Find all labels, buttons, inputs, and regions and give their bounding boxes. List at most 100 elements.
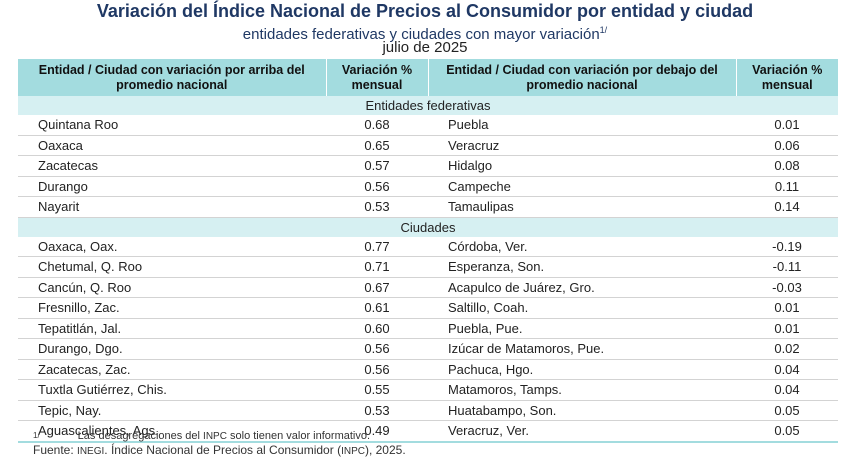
source-end: ), 2025.: [364, 443, 406, 457]
table-row: Durango, Dgo. 0.56 Izúcar de Matamoros, Pu…: [18, 338, 838, 360]
above-name-cell: Tuxtla Gutiérrez, Chis.: [18, 379, 326, 401]
above-value-cell: 0.77: [326, 236, 428, 257]
above-name-cell: Durango: [18, 176, 326, 197]
below-name-cell: Huatabampo, Son.: [428, 400, 736, 421]
above-name-cell: Oaxaca: [18, 135, 326, 156]
subtitle-text: entidades federativas y ciudades con may…: [242, 26, 600, 43]
below-name-cell: Hidalgo: [428, 155, 736, 177]
above-name-cell: Zacatecas, Zac.: [18, 359, 326, 380]
header-above-value: Variación % mensual: [326, 59, 429, 96]
table-row: Cancún, Q. Roo 0.67 Acapulco de Juárez, Gr…: [18, 277, 838, 298]
table-row: Durango 0.56 Campeche 0.11: [18, 176, 838, 197]
below-name-cell: Pachuca, Hgo.: [428, 359, 736, 380]
section-header-row: Entidades federativas: [18, 96, 838, 115]
below-name-cell: Saltillo, Coah.: [428, 297, 736, 319]
below-value-cell: 0.04: [736, 359, 838, 380]
table-subtitle: entidades federativas y ciudades con may…: [0, 21, 850, 44]
table-row: Zacatecas, Zac. 0.56 Pachuca, Hgo. 0.04: [18, 359, 838, 380]
below-value-cell: 0.01: [736, 115, 838, 136]
below-name-cell: Veracruz, Ver.: [428, 420, 736, 443]
below-value-cell: 0.04: [736, 379, 838, 401]
table-title: Variación del Índice Nacional de Precios…: [96, 1, 754, 21]
above-name-cell: Chetumal, Q. Roo: [18, 256, 326, 278]
above-value-cell: 0.61: [326, 297, 428, 319]
above-value-cell: 0.68: [326, 115, 428, 136]
above-name-cell: Tepatitlán, Jal.: [18, 318, 326, 339]
below-name-cell: Esperanza, Son.: [428, 256, 736, 278]
source-text: . Índice Nacional de Precios al Consumid…: [104, 443, 342, 457]
inpc-table: Entidad / Ciudad con variación por arrib…: [18, 59, 838, 443]
below-name-cell: Puebla, Pue.: [428, 318, 736, 339]
below-value-cell: -0.03: [736, 277, 838, 298]
table-row: Tuxtla Gutiérrez, Chis. 0.55 Matamoros, Ta…: [18, 379, 838, 401]
below-name-cell: Córdoba, Ver.: [428, 236, 736, 257]
below-value-cell: -0.11: [736, 256, 838, 278]
above-name-cell: Fresnillo, Zac.: [18, 297, 326, 319]
source-org: INEGI: [77, 446, 105, 457]
footnote-mark: 1/: [599, 25, 608, 35]
table-row: Aguascalientes, Ags. 0.49 Veracruz, Ver. 0.…: [18, 420, 838, 443]
source-line: Fuente: INEGI. Índice Nacional de Precio…: [33, 443, 406, 459]
above-value-cell: 0.53: [326, 196, 428, 218]
below-name-cell: Matamoros, Tamps.: [428, 379, 736, 401]
above-name-cell: Oaxaca, Oax.: [18, 236, 326, 257]
table-row: Quintana Roo 0.68 Puebla 0.01: [18, 115, 838, 136]
above-name-cell: Durango, Dgo.: [18, 338, 326, 360]
table-row: Zacatecas 0.57 Hidalgo 0.08: [18, 155, 838, 177]
table-row: Nayarit 0.53 Tamaulipas 0.14: [18, 196, 838, 218]
source-label: Fuente:: [33, 443, 74, 457]
below-value-cell: 0.06: [736, 135, 838, 156]
below-name-cell: Izúcar de Matamoros, Pue.: [428, 338, 736, 360]
footnote-text: Las desagregaciones del INPC solo tienen…: [77, 430, 371, 442]
table-row: Oaxaca 0.65 Veracruz 0.06: [18, 135, 838, 156]
above-value-cell: 0.65: [326, 135, 428, 156]
footnote-number: 1/: [33, 431, 40, 440]
above-name-cell: Quintana Roo: [18, 115, 326, 136]
header-row: Entidad / Ciudad con variación por arrib…: [18, 59, 838, 96]
below-name-cell: Tamaulipas: [428, 196, 736, 218]
above-value-cell: 0.56: [326, 176, 428, 197]
above-name-cell: Zacatecas: [18, 155, 326, 177]
above-value-cell: 0.53: [326, 400, 428, 421]
header-above-name: Entidad / Ciudad con variación por arrib…: [18, 59, 327, 96]
above-name-cell: Nayarit: [18, 196, 326, 218]
below-name-cell: Veracruz: [428, 135, 736, 156]
below-value-cell: 0.01: [736, 297, 838, 319]
below-value-cell: 0.05: [736, 420, 838, 443]
above-value-cell: 0.56: [326, 338, 428, 360]
table-row: Tepic, Nay. 0.53 Huatabampo, Son. 0.05: [18, 400, 838, 421]
footnote: 1/Las desagregaciones del INPC solo tien…: [33, 429, 370, 444]
below-value-cell: 0.02: [736, 338, 838, 360]
below-value-cell: 0.05: [736, 400, 838, 421]
section-label: Entidades federativas: [18, 96, 838, 115]
table-row: Oaxaca, Oax. 0.77 Córdoba, Ver. -0.19: [18, 236, 838, 257]
above-name-cell: Cancún, Q. Roo: [18, 277, 326, 298]
source-abbr: INPC: [341, 446, 365, 457]
above-value-cell: 0.71: [326, 256, 428, 278]
below-value-cell: 0.14: [736, 196, 838, 218]
above-value-cell: 0.60: [326, 318, 428, 339]
below-name-cell: Acapulco de Juárez, Gro.: [428, 277, 736, 298]
above-name-cell: Aguascalientes, Ags.: [18, 420, 326, 443]
section-header-row: Ciudades: [18, 217, 838, 237]
below-value-cell: 0.11: [736, 176, 838, 197]
header-below-name: Entidad / Ciudad con variación por debaj…: [428, 59, 737, 96]
above-value-cell: 0.57: [326, 155, 428, 177]
above-value-cell: 0.56: [326, 359, 428, 380]
above-name-cell: Tepic, Nay.: [18, 400, 326, 421]
below-name-cell: Puebla: [428, 115, 736, 136]
below-value-cell: -0.19: [736, 236, 838, 257]
header-below-value: Variación % mensual: [736, 59, 838, 96]
table-row: Chetumal, Q. Roo 0.71 Esperanza, Son. -0.11: [18, 256, 838, 278]
above-value-cell: 0.55: [326, 379, 428, 401]
table-body: Entidades federativas Quintana Roo 0.68 Pue…: [18, 96, 838, 443]
table-date: julio de 2025: [382, 39, 468, 56]
below-value-cell: 0.01: [736, 318, 838, 339]
section-label: Ciudades: [18, 217, 838, 237]
below-name-cell: Campeche: [428, 176, 736, 197]
above-value-cell: 0.49: [326, 420, 428, 443]
above-value-cell: 0.67: [326, 277, 428, 298]
table-row: Fresnillo, Zac. 0.61 Saltillo, Coah. 0.01: [18, 297, 838, 319]
table-row: Tepatitlán, Jal. 0.60 Puebla, Pue. 0.01: [18, 318, 838, 339]
below-value-cell: 0.08: [736, 155, 838, 177]
